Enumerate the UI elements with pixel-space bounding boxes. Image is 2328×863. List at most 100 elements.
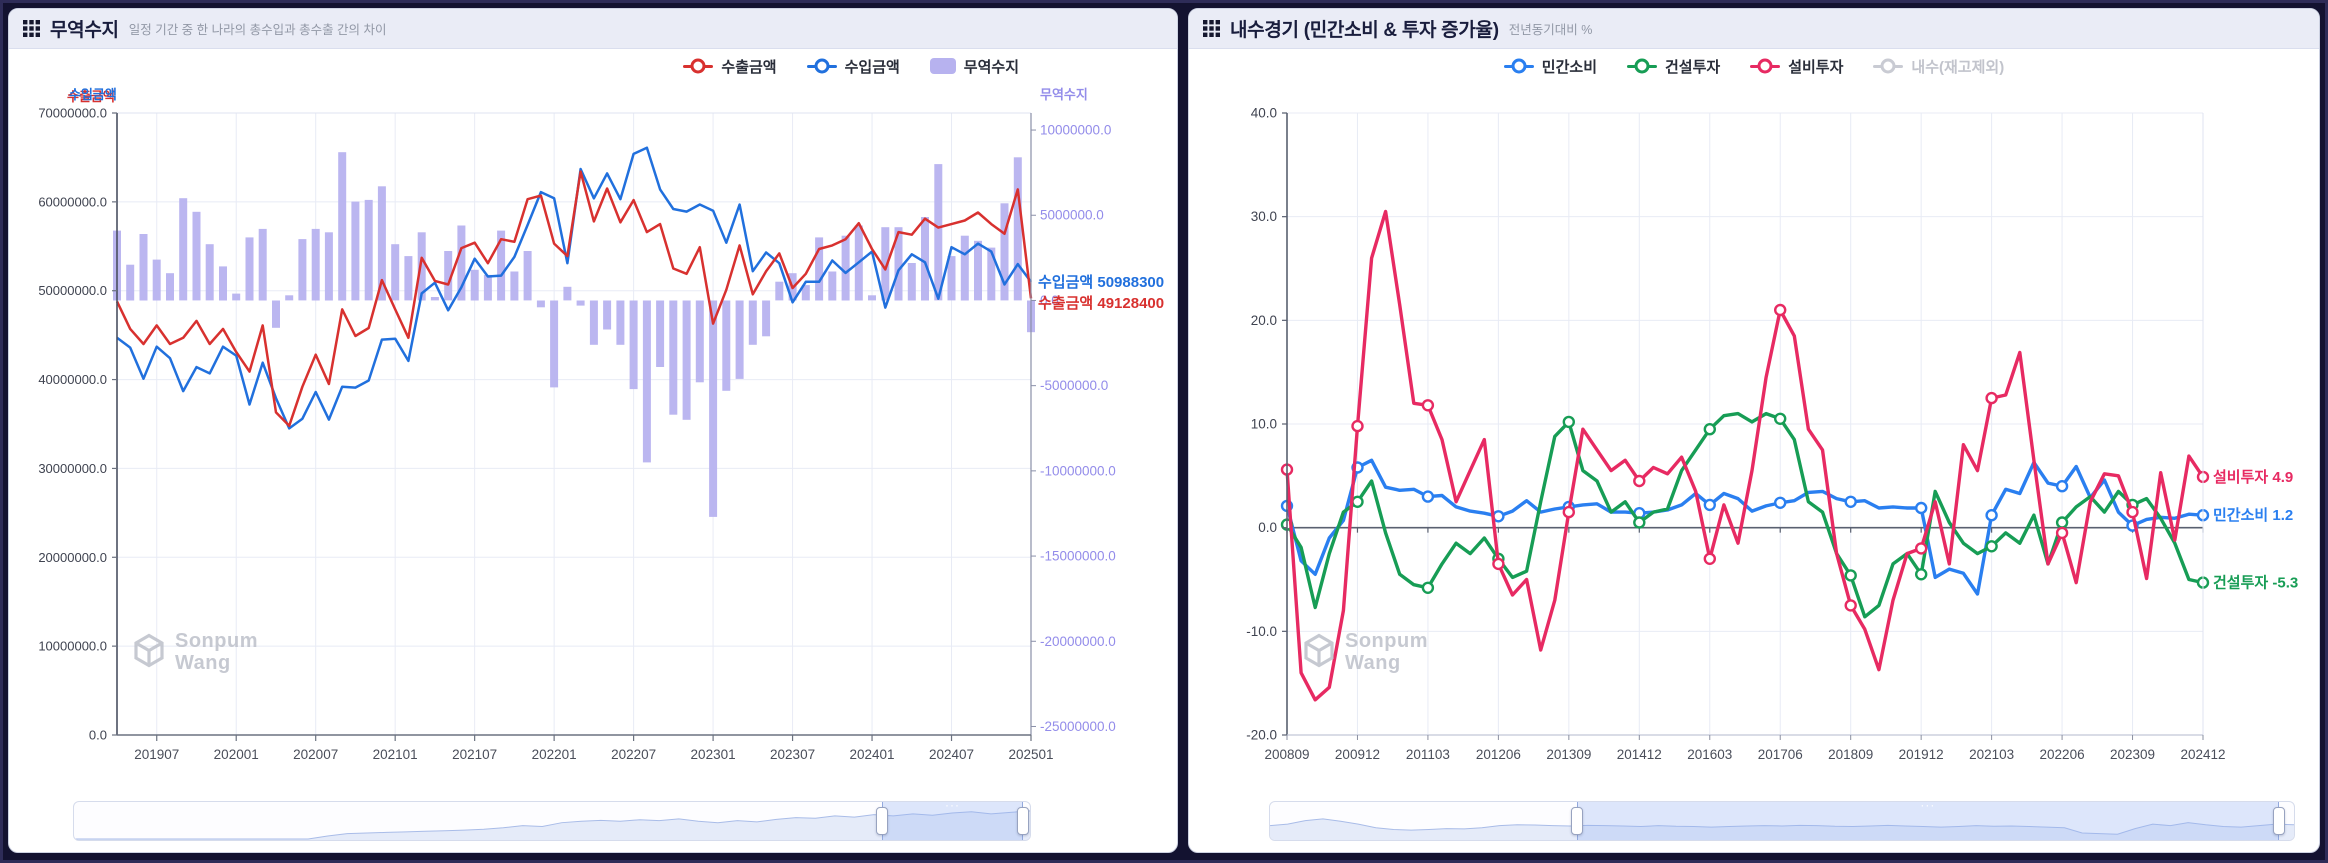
legend-bar-swatch-icon xyxy=(929,58,956,74)
domestic-legend-item-0[interactable]: 민간소비 xyxy=(1503,56,1597,77)
trade-navigator-mini-chart xyxy=(74,802,1030,840)
svg-text:0.0: 0.0 xyxy=(1258,520,1277,535)
svg-text:202307: 202307 xyxy=(770,747,815,762)
trade-chart-svg[interactable]: 70000000.0 60000000.0 50000000.0 40000000.0… xyxy=(9,83,1178,795)
svg-text:-25000000.0: -25000000.0 xyxy=(1040,719,1116,734)
legend-label: 설비투자 xyxy=(1788,58,1844,76)
svg-text:201412: 201412 xyxy=(1617,747,1662,762)
svg-text:201809: 201809 xyxy=(1828,747,1873,762)
legend-line-marker-icon xyxy=(1503,58,1534,74)
svg-text:20.0: 20.0 xyxy=(1251,313,1277,328)
svg-text:수입금액 50988300: 수입금액 50988300 xyxy=(1038,273,1164,291)
legend-label: 수출금액 xyxy=(721,58,777,76)
svg-text:201706: 201706 xyxy=(1758,747,1803,762)
trade-navigator-selection[interactable] xyxy=(881,802,1024,840)
svg-text:-10.0: -10.0 xyxy=(1246,624,1277,639)
domestic-navigator-selection[interactable] xyxy=(1577,802,2279,840)
svg-text:건설투자 -5.3: 건설투자 -5.3 xyxy=(2213,575,2298,592)
domestic-navigator-handle-left[interactable] xyxy=(1571,807,1584,835)
수입금액-line xyxy=(116,146,1033,430)
svg-text:수출금액 49128400: 수출금액 49128400 xyxy=(1038,294,1164,312)
page-title: 무역수지 xyxy=(50,20,119,41)
svg-text:202309: 202309 xyxy=(2110,747,2155,762)
last-value-labels: 설비투자 4.9 민간소비 1.2 건설투자 -5.3 xyxy=(2213,469,2298,592)
svg-text:40000000.0: 40000000.0 xyxy=(38,372,107,387)
svg-text:202206: 202206 xyxy=(2040,747,2085,762)
sonpum-wang-logo-icon xyxy=(134,633,164,668)
domestic-economy-panel: 내수경기 (민간소비 & 투자 증가율) 전년동기대비 % 민간소비 건설투자 설비… xyxy=(1188,8,2320,853)
svg-text:201907: 201907 xyxy=(134,747,179,762)
svg-text:10.0: 10.0 xyxy=(1251,417,1277,432)
svg-text:10000000.0: 10000000.0 xyxy=(38,639,107,654)
svg-text:202101: 202101 xyxy=(373,747,418,762)
설비투자-line xyxy=(1285,209,2205,702)
page-subtitle: 일정 기간 중 한 나라의 총수입과 총수출 간의 차이 xyxy=(128,23,387,37)
svg-text:10000000.0: 10000000.0 xyxy=(1040,123,1111,138)
sonpum-wang-watermark: Sonpum Wang xyxy=(134,630,258,674)
svg-text:202107: 202107 xyxy=(452,747,497,762)
domestic-panel-header: 내수경기 (민간소비 & 투자 증가율) 전년동기대비 % xyxy=(1189,9,2319,49)
legend-label: 수입금액 xyxy=(844,58,900,76)
svg-text:Wang: Wang xyxy=(175,652,231,674)
svg-text:30.0: 30.0 xyxy=(1251,209,1277,224)
svg-text:202301: 202301 xyxy=(691,747,736,762)
domestic-chart-svg[interactable]: 40.0 30.0 20.0 10.0 0.0 -10.0 -20.0 200809 20091… xyxy=(1189,83,2320,795)
trade-chart[interactable]: 70000000.0 60000000.0 50000000.0 40000000.0… xyxy=(9,83,1177,795)
svg-text:Wang: Wang xyxy=(1345,652,1401,674)
svg-text:민간소비 1.2: 민간소비 1.2 xyxy=(2213,507,2293,524)
svg-text:-5000000.0: -5000000.0 xyxy=(1040,378,1108,393)
수출금액-line xyxy=(115,170,1033,428)
svg-text:50000000.0: 50000000.0 xyxy=(38,283,107,298)
trade-navigator-handle-left[interactable] xyxy=(875,807,888,835)
svg-text:202401: 202401 xyxy=(850,747,895,762)
svg-text:200912: 200912 xyxy=(1335,747,1380,762)
svg-text:201309: 201309 xyxy=(1546,747,1591,762)
trade-navigator-handle-right[interactable] xyxy=(1017,807,1030,835)
legend-label: 무역수지 xyxy=(963,58,1019,76)
trade-legend: 수출금액 수입금액 무역수지 xyxy=(9,49,1177,83)
svg-text:수입금액: 수입금액 xyxy=(69,87,117,102)
svg-text:201103: 201103 xyxy=(1406,747,1450,762)
svg-text:70000000.0: 70000000.0 xyxy=(38,106,107,121)
domestic-legend-item-2[interactable]: 설비투자 xyxy=(1750,56,1843,77)
svg-text:202103: 202103 xyxy=(1969,747,2014,762)
y-axis-title-right: 무역수지 xyxy=(1040,87,1088,102)
svg-text:202201: 202201 xyxy=(532,747,577,762)
last-value-labels: 수입금액 50988300 수출금액 49128400 xyxy=(1038,273,1164,312)
svg-text:202407: 202407 xyxy=(929,747,974,762)
svg-text:-20.0: -20.0 xyxy=(1246,728,1277,743)
legend-label: 건설투자 xyxy=(1665,58,1721,76)
svg-text:설비투자 4.9: 설비투자 4.9 xyxy=(2213,469,2293,486)
svg-text:202207: 202207 xyxy=(611,747,656,762)
svg-text:-20000000.0: -20000000.0 xyxy=(1040,634,1116,649)
domestic-chart[interactable]: 40.0 30.0 20.0 10.0 0.0 -10.0 -20.0 200809 20091… xyxy=(1189,83,2319,795)
domestic-range-navigator[interactable] xyxy=(1269,801,2295,841)
domestic-legend: 민간소비 건설투자 설비투자 내수(재고제외) xyxy=(1189,49,2319,83)
svg-text:-10000000.0: -10000000.0 xyxy=(1040,463,1116,478)
legend-line-marker-icon xyxy=(1627,58,1657,74)
trade-balance-panel: 무역수지 일정 기간 중 한 나라의 총수입과 총수출 간의 차이 수출금액 수입… xyxy=(8,8,1178,853)
svg-text:201206: 201206 xyxy=(1476,747,1521,762)
grid-icon xyxy=(23,20,40,37)
trade-legend-item-1[interactable]: 수입금액 xyxy=(806,56,900,77)
domestic-legend-item-3[interactable]: 내수(재고제외) xyxy=(1873,56,2004,77)
svg-text:202412: 202412 xyxy=(2180,747,2225,762)
page-title: 내수경기 (민간소비 & 투자 증가율) xyxy=(1230,20,1499,41)
svg-text:20000000.0: 20000000.0 xyxy=(38,550,107,565)
domestic-legend-item-1[interactable]: 건설투자 xyxy=(1627,56,1720,77)
legend-line-marker-icon xyxy=(683,58,714,74)
legend-line-marker-icon xyxy=(806,58,837,74)
trade-range-navigator[interactable] xyxy=(73,801,1031,841)
legend-line-marker-icon xyxy=(1750,58,1781,74)
svg-text:0.0: 0.0 xyxy=(1040,293,1059,308)
svg-text:Sonpum: Sonpum xyxy=(1345,630,1428,652)
svg-text:수출금액: 수출금액 xyxy=(67,89,115,104)
trade-legend-item-0[interactable]: 수출금액 xyxy=(683,56,777,77)
trade-legend-item-2[interactable]: 무역수지 xyxy=(929,56,1019,77)
svg-text:무역수지: 무역수지 xyxy=(1040,87,1088,102)
domestic-navigator-handle-right[interactable] xyxy=(2272,807,2285,835)
svg-text:202501: 202501 xyxy=(1008,747,1053,762)
민간소비-markers xyxy=(1280,461,2210,532)
